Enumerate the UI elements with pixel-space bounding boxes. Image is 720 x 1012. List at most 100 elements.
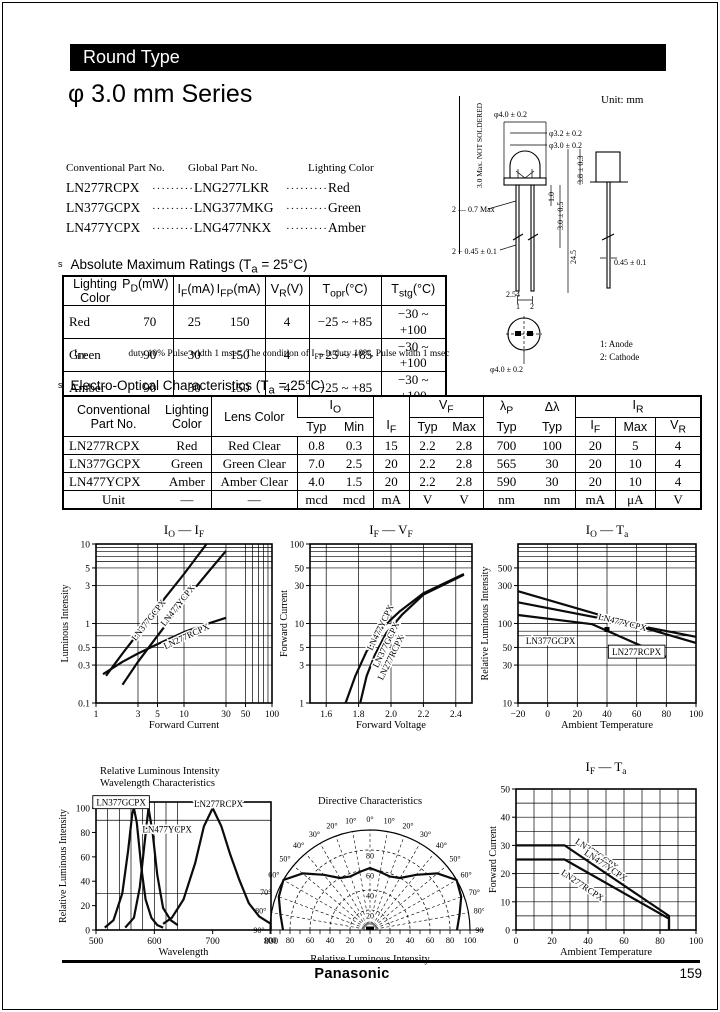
svg-text:80: 80 (286, 935, 295, 945)
svg-text:40°: 40° (293, 841, 304, 850)
svg-text:2 — 0.7 Max: 2 — 0.7 Max (452, 205, 495, 214)
chart-directive-characteristics: Directive Characteristics 0° 10° 10° 20° 20° 3… (252, 782, 486, 973)
table-cell: Green (163, 454, 212, 473)
table-cell: 20 (372, 472, 410, 491)
column-header: Max (452, 420, 476, 434)
svg-text:0.1: 0.1 (78, 700, 90, 710)
table-cell: 565 (482, 454, 530, 473)
svg-text:1.8: 1.8 (353, 710, 365, 720)
table-cell: Red (63, 305, 127, 339)
table-cell: — (163, 490, 212, 509)
table-cell: 20 (574, 472, 616, 491)
svg-text:30°: 30° (420, 830, 431, 839)
note-text: duty 10% Pulse width 1 msec. The conditi… (128, 349, 450, 361)
svg-text:Forward Current: Forward Current (488, 826, 499, 893)
svg-text:60°: 60° (268, 871, 279, 880)
svg-text:100: 100 (689, 937, 704, 947)
svg-text:30: 30 (221, 710, 231, 720)
leader-dots: ············· (286, 223, 328, 235)
svg-text:100: 100 (689, 710, 704, 720)
column-header: Max (614, 417, 656, 437)
svg-text:0: 0 (368, 935, 372, 945)
svg-text:40: 40 (326, 935, 335, 945)
svg-text:40: 40 (81, 878, 91, 888)
section-bullet: s (58, 259, 63, 269)
table-cell: 4 (654, 454, 702, 473)
table-cell: 10 (614, 454, 656, 473)
chart-forward-current-vs-temperature: 0 20 40 60 80 100 0 10 20 30 40 50 IF — Ta Ambient Te… (486, 755, 708, 965)
column-header: Conventional Part No. (77, 402, 150, 431)
table-cell: LN377GCPX (63, 454, 163, 473)
svg-text:40: 40 (366, 892, 374, 901)
svg-text:100: 100 (464, 935, 477, 945)
svg-text:1: 1 (85, 620, 90, 630)
table-cell: 10 (614, 472, 656, 491)
svg-text:500: 500 (498, 564, 513, 574)
table-cell: 2.8 (445, 436, 484, 455)
bottom-view-lead-2 (527, 331, 533, 336)
table-cell: 15 (372, 436, 410, 455)
svg-text:60: 60 (632, 710, 642, 720)
svg-text:0.5: 0.5 (78, 644, 90, 654)
svg-text:2 − 0.45 ± 0.1: 2 − 0.45 ± 0.1 (452, 247, 497, 256)
global-part-no: LNG277LKR (194, 180, 269, 195)
svg-text:10: 10 (501, 898, 511, 908)
part-list-header: Conventional Part No. (66, 162, 165, 174)
svg-text:Directive Characteristics: Directive Characteristics (318, 796, 422, 807)
table-cell: −25 ~ +85 (308, 305, 381, 339)
svg-text:IF — Ta: IF — Ta (586, 759, 628, 777)
table-cell: 0.8 (296, 436, 336, 455)
svg-text:2.0: 2.0 (385, 710, 397, 720)
chart-luminous-intensity-vs-temperature: −20 0 20 40 60 80 100 10 30 50 100 300 500 IO — Ta Amb… (478, 518, 706, 738)
table-cell: nm (529, 490, 576, 509)
svg-text:50°: 50° (279, 855, 290, 864)
svg-text:φ3.0 ± 0.2: φ3.0 ± 0.2 (549, 141, 582, 150)
svg-text:60: 60 (306, 935, 315, 945)
column-header: IR (574, 396, 702, 418)
column-header: Min (343, 420, 365, 434)
svg-text:Ambient Temperature: Ambient Temperature (561, 720, 653, 731)
svg-text:IO — Ta: IO — Ta (586, 522, 629, 540)
svg-text:2.2: 2.2 (417, 710, 429, 720)
svg-text:20: 20 (501, 870, 511, 880)
svg-text:1: 1 (94, 710, 99, 720)
part-list-header: Global Part No. (188, 162, 258, 174)
svg-text:LN277RCPX: LN277RCPX (612, 647, 662, 657)
table-cell: 30 (529, 454, 576, 473)
table-cell: 2.2 (408, 436, 446, 455)
table-cell: mA (372, 490, 410, 509)
column-header: Lighting Color (165, 402, 209, 431)
conventional-part-no: LN277RCPX (66, 180, 140, 195)
column-header: Typ (306, 420, 327, 434)
svg-text:Relative Luminous Intensity: Relative Luminous Intensity (58, 809, 69, 923)
table-cell: Unit (63, 490, 163, 509)
conventional-part-no: LN477YCPX (66, 220, 141, 235)
svg-text:5: 5 (299, 644, 304, 654)
table-cell: Red Clear (210, 436, 298, 455)
eo-heading-text: Electro-Optical Characteristics (Ta = 25… (70, 378, 325, 397)
drawing-dimension-labels: φ4.0 ± 0.2 φ3.2 ± 0.2 φ3.0 ± 0.2 3.0 Max. N… (452, 102, 646, 374)
page-title: φ 3.0 mm Series (68, 80, 253, 108)
table-cell: 2.2 (408, 454, 446, 473)
chart-forward-current-vs-forward-voltage: 1.6 1.8 2.0 2.2 2.4 1 3 5 10 30 50 100 IF — VF Forwar… (277, 518, 482, 738)
svg-text:Forward Current: Forward Current (279, 590, 290, 657)
svg-text:10: 10 (295, 620, 305, 630)
svg-text:60: 60 (619, 937, 629, 947)
svg-text:90°: 90° (475, 926, 484, 935)
column-header: Lens Color (210, 396, 298, 437)
lighting-color: Green (328, 200, 361, 215)
svg-text:500: 500 (89, 937, 104, 947)
svg-text:IO — IF: IO — IF (164, 522, 204, 540)
svg-text:30: 30 (295, 582, 305, 592)
svg-text:5: 5 (155, 710, 160, 720)
svg-text:100: 100 (265, 710, 280, 720)
lighting-color: Red (328, 180, 350, 195)
svg-text:20°: 20° (402, 822, 413, 831)
svg-text:90°: 90° (253, 926, 264, 935)
table-cell: 4.0 (296, 472, 336, 491)
svg-text:24.5: 24.5 (569, 250, 578, 264)
svg-text:3.8 ± 0.3: 3.8 ± 0.3 (576, 156, 585, 184)
table-cell: LN277RCPX (63, 436, 163, 455)
table-cell: 590 (482, 472, 530, 491)
table-cell: 0.3 (335, 436, 374, 455)
